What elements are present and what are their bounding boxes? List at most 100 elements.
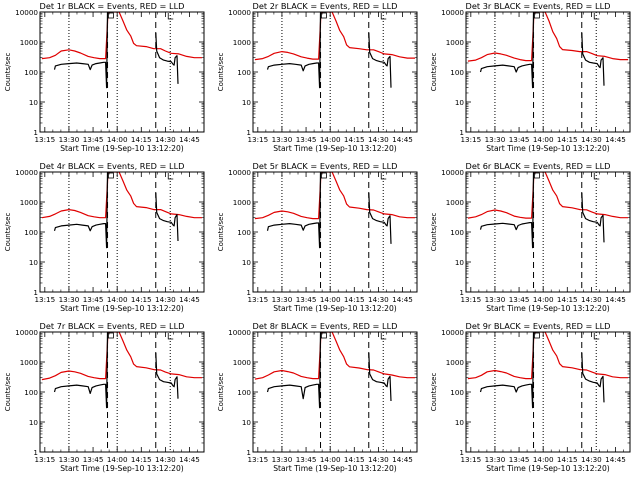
y-tick-label: 10 bbox=[29, 258, 39, 267]
series-group bbox=[254, 12, 416, 89]
plot-frame bbox=[39, 331, 205, 453]
panel-title: Det 4r BLACK = Events, RED = LLD bbox=[40, 161, 185, 171]
x-tick-label: 13:15 bbox=[34, 455, 55, 464]
x-tick-label: 14:15 bbox=[557, 455, 578, 464]
x-tick-label: 14:45 bbox=[179, 295, 200, 304]
x-tick-label: 13:45 bbox=[509, 455, 530, 464]
y-tick-label: 100 bbox=[24, 228, 38, 237]
y-tick-label: 10000 bbox=[15, 8, 38, 17]
detector-panel-1: Det 1r BLACK = Events, RED = LLD Counts/s… bbox=[4, 1, 205, 153]
peak-marker-box bbox=[321, 332, 327, 339]
y-tick-label: 1 bbox=[33, 448, 38, 457]
x-axis-label: Start Time (19-Sep-10 13:12:20) bbox=[486, 304, 610, 313]
lld-series-line bbox=[254, 12, 416, 61]
y-axis-label: Counts/sec bbox=[217, 213, 225, 252]
detector-panel-2: Det 2r BLACK = Events, RED = LLD Counts/s… bbox=[217, 1, 418, 153]
x-tick-label: 14:15 bbox=[131, 455, 152, 464]
x-tick-label: 13:15 bbox=[34, 135, 55, 144]
x-tick-label: 14:45 bbox=[605, 135, 626, 144]
x-axis-label: Start Time (19-Sep-10 13:12:20) bbox=[60, 304, 184, 313]
y-tick-label: 1000 bbox=[446, 358, 465, 367]
x-tick-label: 13:30 bbox=[485, 135, 506, 144]
series-group bbox=[41, 332, 203, 409]
events-series-line bbox=[155, 32, 179, 84]
y-axis-label: Counts/sec bbox=[430, 373, 438, 412]
x-axis-label: Start Time (19-Sep-10 13:12:20) bbox=[273, 464, 397, 473]
y-tick-label: 1000 bbox=[233, 38, 252, 47]
detector-panel-9: Det 9r BLACK = Events, RED = LLD Counts/s… bbox=[430, 321, 631, 473]
x-tick-label: 14:45 bbox=[605, 295, 626, 304]
y-axis-label: Counts/sec bbox=[217, 53, 225, 92]
x-tick-label: 14:45 bbox=[179, 135, 200, 144]
events-series-line bbox=[581, 32, 605, 86]
lld-series-line bbox=[467, 332, 629, 380]
y-tick-label: 10000 bbox=[228, 328, 251, 337]
x-tick-label: 13:45 bbox=[296, 295, 317, 304]
x-tick-label: 14:15 bbox=[557, 135, 578, 144]
panel-title: Det 9r BLACK = Events, RED = LLD bbox=[466, 321, 611, 331]
x-tick-label: 14:15 bbox=[131, 295, 152, 304]
y-tick-label: 10000 bbox=[441, 168, 464, 177]
y-tick-label: 1 bbox=[33, 128, 38, 137]
y-tick-label: 1000 bbox=[446, 198, 465, 207]
y-tick-label: 10 bbox=[455, 258, 465, 267]
y-tick-label: 10 bbox=[29, 418, 39, 427]
events-series-line bbox=[581, 352, 605, 403]
plot-frame bbox=[252, 11, 418, 133]
x-tick-label: 14:15 bbox=[344, 135, 365, 144]
series-group bbox=[467, 332, 629, 409]
detector-panel-8: Det 8r BLACK = Events, RED = LLD Counts/s… bbox=[217, 321, 418, 473]
series-group bbox=[41, 12, 203, 89]
events-series-line bbox=[368, 192, 392, 244]
x-tick-label: 13:30 bbox=[272, 135, 293, 144]
y-tick-label: 10 bbox=[455, 418, 465, 427]
y-tick-label: 1000 bbox=[446, 38, 465, 47]
y-tick-label: 10000 bbox=[15, 168, 38, 177]
x-tick-label: 13:30 bbox=[59, 295, 80, 304]
top-corner-marker bbox=[593, 333, 600, 340]
x-tick-label: 14:30 bbox=[581, 135, 602, 144]
x-tick-label: 13:15 bbox=[460, 295, 481, 304]
x-tick-label: 14:00 bbox=[107, 295, 128, 304]
plot-frame bbox=[465, 11, 631, 133]
events-series-line bbox=[479, 172, 535, 249]
y-tick-label: 100 bbox=[450, 388, 464, 397]
x-axis-label: Start Time (19-Sep-10 13:12:20) bbox=[60, 464, 184, 473]
panel-title: Det 1r BLACK = Events, RED = LLD bbox=[40, 1, 185, 11]
panel-title: Det 5r BLACK = Events, RED = LLD bbox=[253, 161, 398, 171]
y-tick-label: 10000 bbox=[228, 8, 251, 17]
x-tick-label: 14:15 bbox=[344, 295, 365, 304]
y-tick-label: 1000 bbox=[20, 38, 39, 47]
detector-panel-5: Det 5r BLACK = Events, RED = LLD Counts/s… bbox=[217, 161, 418, 313]
y-tick-label: 1 bbox=[459, 448, 464, 457]
x-axis-label: Start Time (19-Sep-10 13:12:20) bbox=[486, 144, 610, 153]
events-series-line bbox=[53, 172, 109, 249]
x-tick-label: 14:30 bbox=[581, 455, 602, 464]
detector-panel-4: Det 4r BLACK = Events, RED = LLD Counts/s… bbox=[4, 161, 205, 313]
x-tick-label: 14:45 bbox=[392, 295, 413, 304]
x-tick-label: 14:30 bbox=[368, 135, 389, 144]
y-axis-label: Counts/sec bbox=[430, 213, 438, 252]
peak-marker-box bbox=[108, 12, 114, 19]
x-axis-label: Start Time (19-Sep-10 13:12:20) bbox=[273, 304, 397, 313]
y-tick-label: 1 bbox=[459, 288, 464, 297]
x-tick-label: 13:45 bbox=[509, 135, 530, 144]
x-tick-label: 13:45 bbox=[296, 455, 317, 464]
top-corner-marker bbox=[167, 173, 174, 180]
events-series-line bbox=[479, 332, 535, 409]
y-tick-label: 1000 bbox=[233, 198, 252, 207]
events-series-line bbox=[53, 332, 109, 409]
y-tick-label: 100 bbox=[24, 388, 38, 397]
y-tick-label: 10 bbox=[455, 98, 465, 107]
x-tick-label: 13:45 bbox=[83, 295, 104, 304]
peak-marker-box bbox=[321, 172, 327, 179]
y-tick-label: 100 bbox=[24, 68, 38, 77]
y-tick-label: 10000 bbox=[228, 168, 251, 177]
x-tick-label: 14:00 bbox=[107, 135, 128, 144]
x-tick-label: 14:15 bbox=[131, 135, 152, 144]
peak-marker-box bbox=[321, 12, 327, 19]
x-tick-label: 13:30 bbox=[272, 295, 293, 304]
y-tick-label: 1 bbox=[459, 128, 464, 137]
panel-title: Det 6r BLACK = Events, RED = LLD bbox=[466, 161, 611, 171]
detector-panel-6: Det 6r BLACK = Events, RED = LLD Counts/s… bbox=[430, 161, 631, 313]
